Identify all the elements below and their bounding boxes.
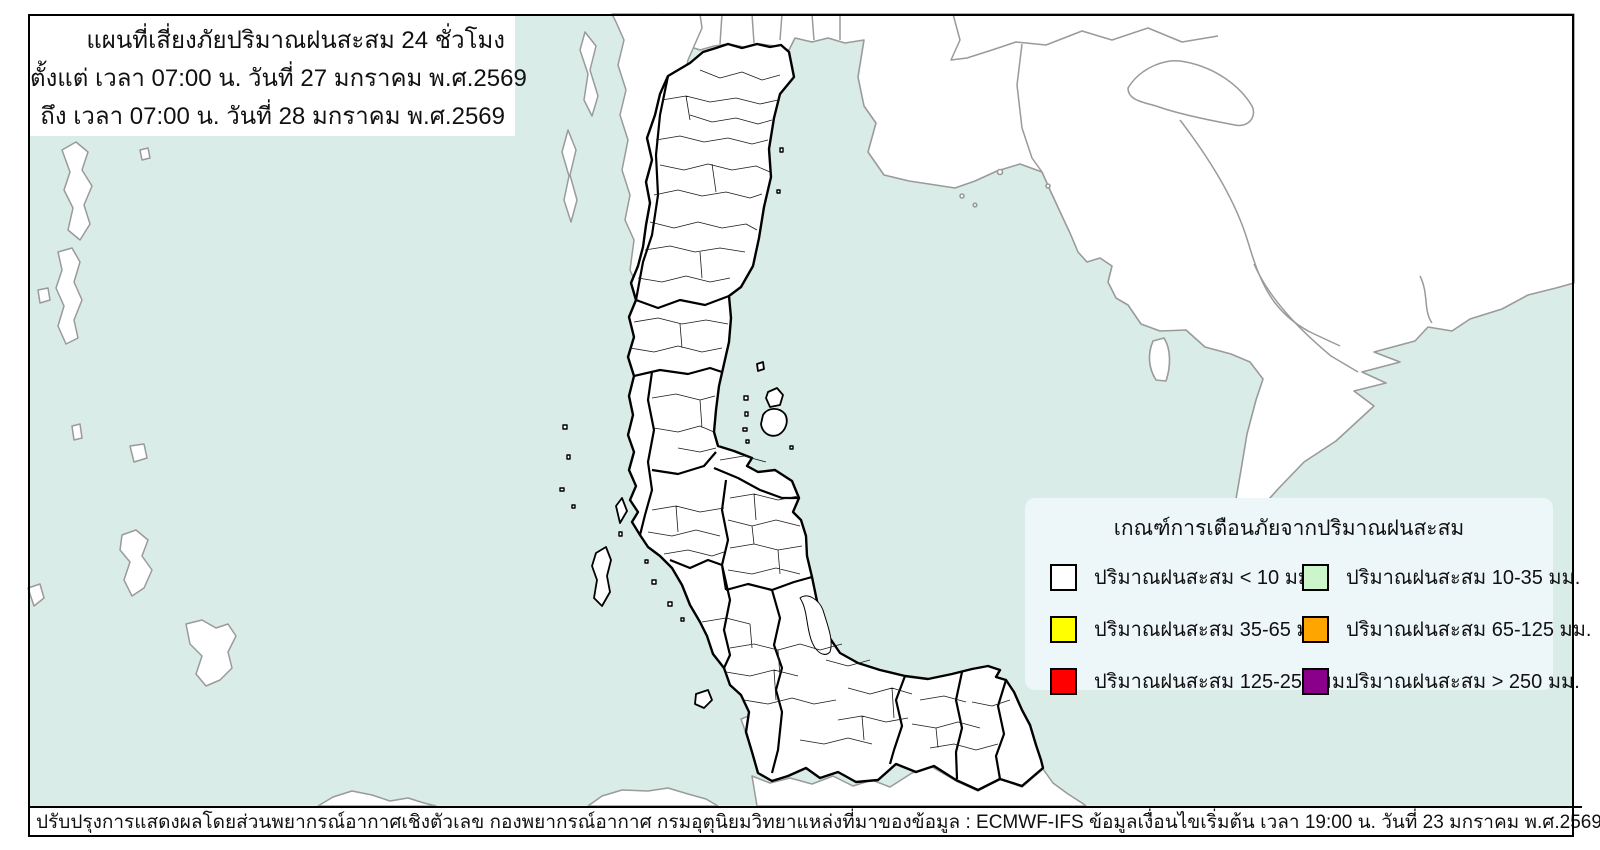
- koh-tao-island: [756, 361, 765, 372]
- map-title-box: แผนที่เสี่ยงภัยปริมาณฝนสะสม 24 ชั่วโมง ต…: [30, 16, 527, 136]
- legend-swatch-orange: [1302, 615, 1329, 643]
- neighbor-land-malaysia: [317, 711, 1087, 807]
- province-borders: [633, 75, 1008, 780]
- thailand-mainland: [626, 42, 1045, 792]
- koh-phangan-island: [765, 387, 784, 408]
- legend-item-gt250: ปริมาณฝนสะสม > 250 มม.: [1302, 665, 1580, 697]
- legend-swatch-purple: [1302, 667, 1329, 695]
- legend-title: เกณฑ์การเตือนภัยจากปริมาณฝนสะสม: [1113, 517, 1465, 540]
- legend-item-10-35: ปริมาณฝนสะสม 10-35 มม.: [1302, 561, 1580, 593]
- district-borders: [629, 69, 1011, 751]
- legend-box: เกณฑ์การเตือนภัยจากปริมาณฝนสะสม ปริมาณฝน…: [1025, 498, 1591, 695]
- legend-item-125-250: ปริมาณฝนสะสม 125-250 มม.: [1050, 665, 1351, 697]
- footer-credit: ปรับปรุงการแสดงผลโดยส่วนพยากรณ์อากาศเชิง…: [36, 812, 797, 833]
- legend-swatch-green: [1302, 563, 1329, 591]
- small-islets: [559, 147, 794, 622]
- legend-swatch-yellow: [1050, 615, 1077, 643]
- tarutao-island: [694, 689, 713, 709]
- legend-item-35-65: ปริมาณฝนสะสม 35-65 มม.: [1050, 613, 1328, 645]
- phuket-island: [591, 546, 612, 607]
- legend-swatch-white: [1050, 563, 1077, 591]
- map-period-from: ตั้งแต่ เวลา 07:00 น. วันที่ 27 มกราคม พ…: [30, 65, 527, 92]
- neighbor-borders-rivers: [689, 13, 1433, 373]
- map-period-to: ถึง เวลา 07:00 น. วันที่ 28 มกราคม พ.ศ.2…: [40, 103, 505, 130]
- sumatra-coast: [317, 790, 437, 807]
- legend-item-65-125: ปริมาณฝนสะสม 65-125 มม.: [1302, 613, 1591, 645]
- neighbor-land-indochina: [659, 13, 1575, 510]
- footer-bar: ปรับปรุงการแสดงผลโดยส่วนพยากรณ์อากาศเชิง…: [30, 806, 1600, 836]
- map-title: แผนที่เสี่ยงภัยปริมาณฝนสะสม 24 ชั่วโมง: [86, 27, 505, 54]
- koh-samui-island: [760, 407, 788, 437]
- legend-swatch-red: [1050, 667, 1077, 695]
- songkhla-lake: [799, 595, 832, 655]
- legend-item-lt10: ปริมาณฝนสะสม < 10 มม.: [1050, 561, 1317, 593]
- thailand-peninsula: [559, 42, 1045, 792]
- tonle-sap-lake: [1127, 60, 1255, 127]
- footer-data-source: แหล่งที่มาของข้อมูล : ECMWF-IFS ข้อมูลเง…: [796, 812, 1600, 833]
